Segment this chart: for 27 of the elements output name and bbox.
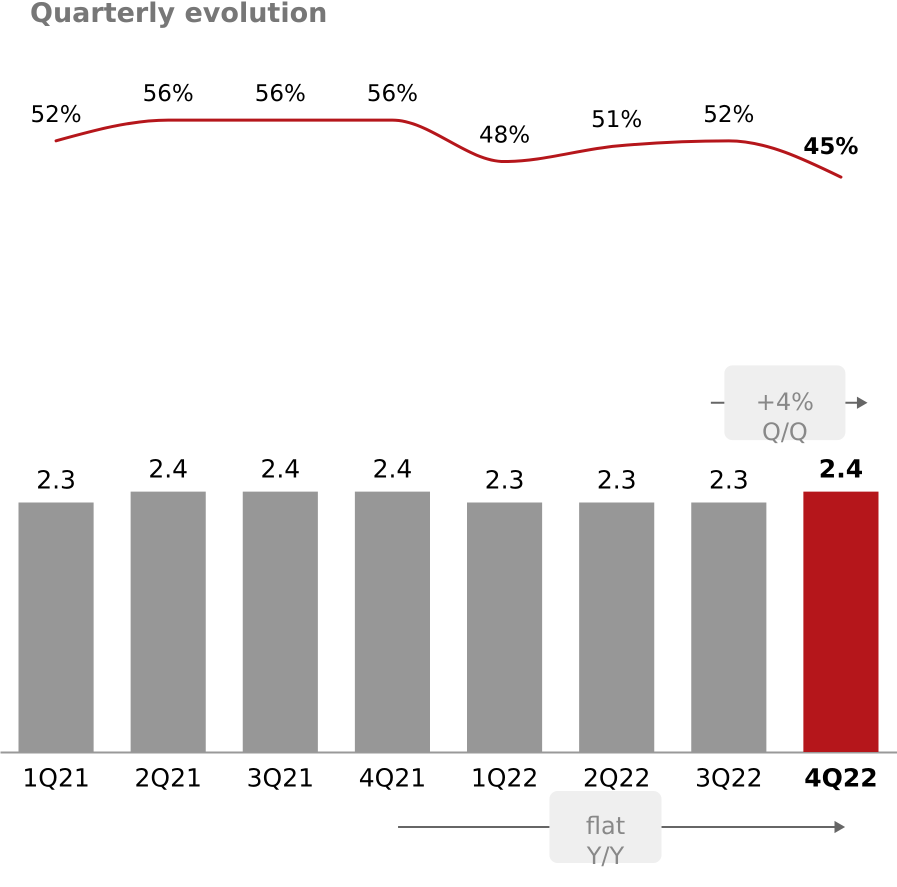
data-label: 2.3: [484, 466, 524, 495]
data-label: 2.4: [818, 454, 864, 484]
data-label: 56%: [254, 81, 306, 108]
x-tick-label: 4Q22: [804, 764, 878, 792]
data-label: 56%: [142, 81, 194, 108]
chart-title: Quarterly evolution: [30, 0, 328, 29]
x-tick-label: 3Q22: [695, 764, 763, 792]
data-label: 2.3: [708, 466, 749, 495]
data-label: 56%: [366, 81, 418, 108]
x-tick-label: 2Q21: [134, 764, 202, 792]
text: flat Y/Y: [586, 812, 626, 870]
data-label: 52%: [30, 102, 82, 128]
data-label: 2.4: [372, 454, 412, 484]
data-label: 2.4: [148, 454, 188, 484]
data-label: 52%: [703, 102, 754, 128]
x-tick-label: 1Q21: [22, 764, 90, 792]
x-tick-label: 4Q21: [358, 764, 426, 792]
x-tick-label: 1Q22: [470, 764, 538, 792]
data-label: 2.3: [36, 466, 76, 495]
data-label: 48%: [479, 122, 530, 149]
x-tick-label: 2Q22: [582, 764, 650, 792]
x-tick-label: 3Q21: [246, 764, 314, 792]
data-label: 45%: [803, 134, 858, 160]
data-label: 2.4: [260, 454, 300, 484]
data-label: 51%: [591, 107, 642, 134]
data-label: 2.3: [596, 466, 637, 495]
text: +4% Q/Q: [756, 388, 814, 446]
